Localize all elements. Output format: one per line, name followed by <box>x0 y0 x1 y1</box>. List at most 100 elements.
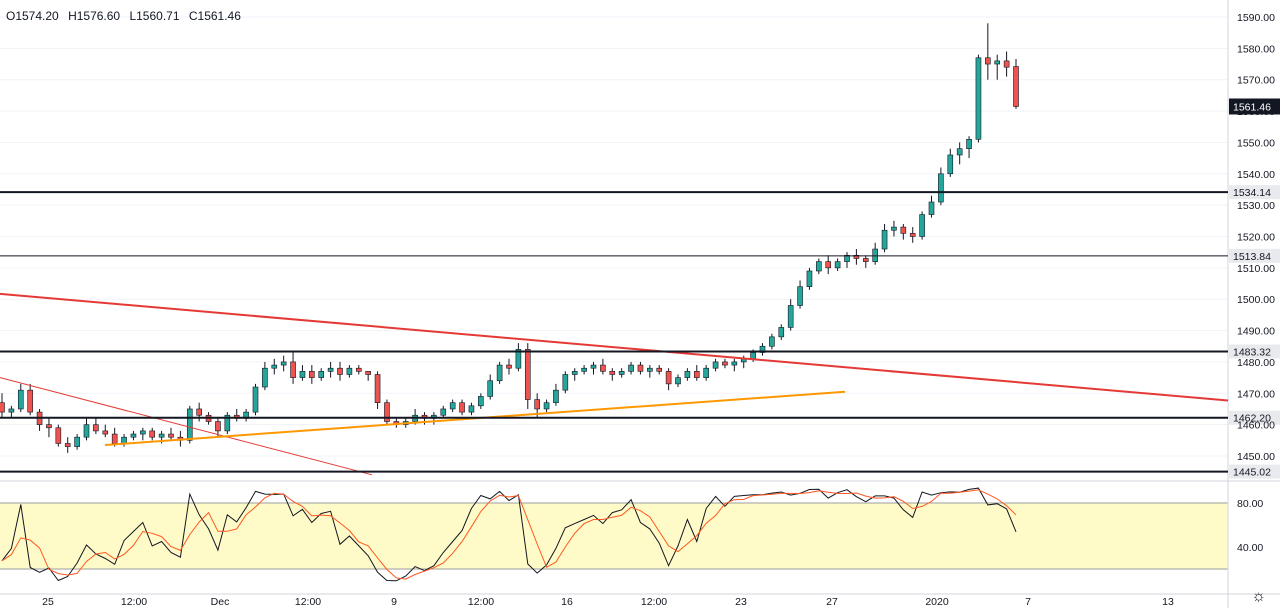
candle-body <box>825 261 832 269</box>
candle-body <box>947 154 954 175</box>
last-price-label: 1561.46 <box>1233 101 1271 113</box>
oscillator-band <box>0 503 1228 569</box>
candle-body <box>374 374 381 403</box>
candle-body <box>693 371 700 378</box>
level-label: 1462.20 <box>1233 413 1271 425</box>
candle-body <box>252 386 259 413</box>
time-tick-label: 7 <box>1025 596 1031 608</box>
candle-body <box>337 367 343 375</box>
candle-body <box>355 367 362 372</box>
candle-body <box>703 367 709 378</box>
candle-body <box>900 226 907 234</box>
candle-body <box>731 361 738 366</box>
price-tick-label: 1490.00 <box>1237 326 1275 338</box>
price-tick-label: 1570.00 <box>1237 75 1275 87</box>
ohlc-close: C1561.46 <box>188 9 241 23</box>
candle-body <box>299 371 306 378</box>
candle-body <box>684 371 691 378</box>
ohlc-high: H1576.60 <box>68 9 121 23</box>
candle-body <box>0 402 5 413</box>
candle-body <box>985 57 991 65</box>
candle-body <box>346 367 353 375</box>
price-tick-label: 1540.00 <box>1237 169 1275 181</box>
time-tick-label: 12:00 <box>641 596 667 608</box>
time-tick-label: 9 <box>391 596 397 608</box>
candle-body <box>478 396 484 407</box>
candle-body <box>562 374 569 391</box>
candle-body <box>797 286 803 306</box>
settings-gear-icon[interactable]: ☼ <box>1251 588 1266 605</box>
candle-body <box>215 421 221 432</box>
candle-body <box>919 214 925 237</box>
candle-body <box>769 336 775 347</box>
candle-body <box>327 367 334 372</box>
candle-body <box>1013 66 1019 107</box>
time-tick-label: 2020 <box>925 596 949 608</box>
candle-body <box>881 229 888 250</box>
candle-body <box>64 443 71 447</box>
candle-body <box>168 433 174 438</box>
price-tick-label: 1530.00 <box>1237 200 1275 212</box>
time-tick-label: 23 <box>735 596 747 608</box>
candle-body <box>186 408 193 441</box>
candle-body <box>543 402 550 410</box>
candle-body <box>149 430 156 438</box>
candle-body <box>309 371 315 378</box>
candle-body <box>722 361 728 366</box>
candle-body <box>956 148 963 156</box>
candle-body <box>524 349 531 400</box>
ohlc-open: O1574.20 <box>6 9 59 23</box>
candle-body <box>271 364 278 369</box>
red-descending-trendline[interactable] <box>0 377 373 476</box>
candle-body <box>806 270 813 287</box>
candle-body <box>158 433 165 438</box>
candle-body <box>111 433 118 444</box>
candle-body <box>637 364 644 372</box>
level-label: 1534.14 <box>1233 187 1271 199</box>
candle-body <box>628 364 634 372</box>
candle-body <box>74 436 80 447</box>
candle-body <box>834 261 841 269</box>
candle-body <box>496 364 503 382</box>
level-label-bg <box>1229 248 1280 263</box>
candle-body <box>93 424 99 432</box>
candle-body <box>909 233 916 237</box>
candle-body <box>1003 60 1010 68</box>
time-tick-label: Dec <box>211 596 230 608</box>
candle-body <box>515 349 522 369</box>
candle-body <box>534 399 540 410</box>
last-price-tag-bg <box>1229 98 1280 115</box>
level-label: 1513.84 <box>1233 251 1271 263</box>
candle-body <box>17 389 24 410</box>
red-trendline[interactable] <box>0 292 1229 402</box>
candle-body <box>675 377 681 385</box>
price-tick-label: 1500.00 <box>1237 294 1275 306</box>
price-tick-label: 1550.00 <box>1237 137 1275 149</box>
candle-body <box>759 345 766 353</box>
level-label-bg <box>1229 344 1280 359</box>
candle-body <box>27 389 33 413</box>
candle-body <box>928 201 935 215</box>
candle-body <box>83 424 90 438</box>
candle-body <box>853 255 860 259</box>
candle-body <box>618 371 625 375</box>
candle-body <box>891 226 897 231</box>
candle-body <box>196 408 202 416</box>
candle-body <box>553 389 559 403</box>
time-tick-label: 12:00 <box>121 596 147 608</box>
osc-tick-label: 80.00 <box>1237 498 1263 510</box>
level-label: 1445.02 <box>1233 467 1271 479</box>
candle-body <box>55 427 62 444</box>
time-tick-label: 16 <box>561 596 573 608</box>
price-tick-label: 1510.00 <box>1237 263 1275 275</box>
time-tick-label: 12:00 <box>295 596 321 608</box>
candle-body <box>262 367 268 388</box>
candle-body <box>778 327 785 338</box>
candle-body <box>600 364 606 372</box>
oscillator-d-line <box>1 489 1017 580</box>
candle-body <box>656 367 663 372</box>
candle-body <box>468 405 475 413</box>
candle-body <box>318 371 325 378</box>
candle-body <box>750 352 756 360</box>
